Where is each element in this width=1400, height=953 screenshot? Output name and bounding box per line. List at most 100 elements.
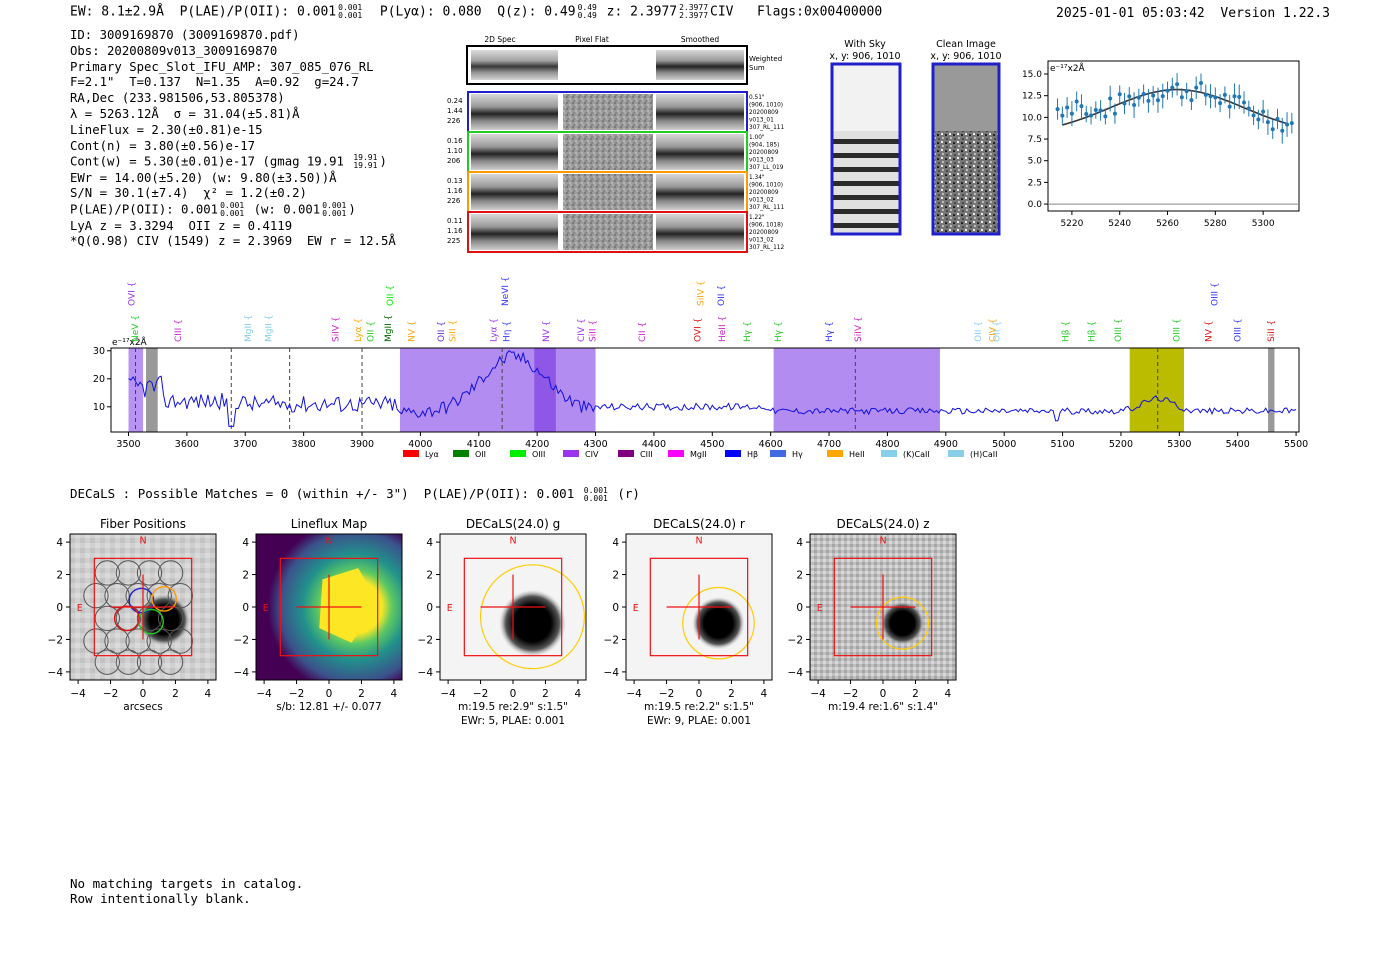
cutout-pixelflat <box>563 174 653 210</box>
cutout-left-label: 0.24 <box>447 97 463 105</box>
zoom-data-point <box>1175 82 1180 87</box>
panel-xtick-label: 0 <box>696 688 703 700</box>
footer-line-2: Row intentionally blank. <box>70 891 251 906</box>
legend-swatch <box>668 450 684 457</box>
fiber-circle <box>125 582 151 609</box>
zoom-data-point <box>1103 114 1108 119</box>
panel-xtick-label: 2 <box>542 688 549 700</box>
cutout-right-label: 307_LL_019 <box>749 165 784 171</box>
spectrum-line-label: Hγ { <box>825 321 835 342</box>
panel-caption: m:19.5 re:2.2" s:1.5" <box>644 701 754 713</box>
spectrum-line-label: OII { <box>386 285 396 306</box>
compass-north: N <box>879 536 886 547</box>
zoom-data-point <box>1112 111 1117 116</box>
zoom-data-point <box>1218 101 1223 106</box>
panel-ytick-label: 2 <box>242 570 249 582</box>
panel-caption-2: EWr: 5, PLAE: 0.001 <box>461 715 565 727</box>
info-contw-text: Cont(w) = 5.30(±0.01)e-17 (gmag 19.91 <box>70 154 344 169</box>
spectrum-xtick-label: 3500 <box>116 439 140 450</box>
legend-swatch <box>725 450 741 457</box>
compass-east: E <box>447 603 453 614</box>
legend-swatch <box>403 450 419 457</box>
info-plae-lo: 0.001 <box>220 209 245 219</box>
cutout-left-label: 1.44 <box>447 107 463 115</box>
header-z-lo: 2.3977 <box>679 11 709 20</box>
spectrum-xtick-label: 5400 <box>1226 439 1250 450</box>
spectrum-line-label: Lyα { <box>354 318 364 342</box>
spectrum-xtick-label: 4500 <box>700 439 724 450</box>
cutout-left-label: 0.11 <box>447 217 463 225</box>
zoom-data-point <box>1098 108 1103 113</box>
info-plae-w-hi: 0.001 <box>322 201 347 211</box>
legend-swatch <box>453 450 469 457</box>
header-datetime-version: 2025-01-01 05:03:42 Version 1.22.3 <box>1056 6 1330 21</box>
panel-title: DECaLS(24.0) z <box>836 517 929 531</box>
spectrum-xtick-label: 4300 <box>583 439 607 450</box>
legend-swatch <box>618 450 634 457</box>
spectrum-line-label: OIII { <box>1210 282 1220 306</box>
panel-ytick-label: 4 <box>242 537 249 549</box>
spectrum-line-label: NV { <box>542 321 552 342</box>
spectrum-line-label: SiII { <box>1267 320 1277 342</box>
legend-label: (H)CaII <box>970 450 997 459</box>
cutout-smoothed <box>656 174 744 210</box>
cutout-2dspec <box>471 174 558 210</box>
spectrum-xtick-label: 5300 <box>1167 439 1191 450</box>
zoom-data-point <box>1122 101 1127 106</box>
legend-label: CIV <box>585 450 599 459</box>
spectrum-line-label: CII { <box>638 322 648 342</box>
imaging-panels: N E 4 2 0 −2 −4 −4 −2 0 2 4 Fiber Positions arcsecs N E… <box>48 517 957 727</box>
fiber-highlight <box>113 605 140 632</box>
header-summary: EW: 8.1±2.9Å P(LAE)/P(OII): 0.001 0.001 0.… <box>70 4 882 20</box>
aperture-ellipse <box>682 586 755 660</box>
zoom-data-point <box>1184 89 1189 94</box>
panel-xtick-label: 0 <box>510 688 517 700</box>
info-sn: S/N = 30.1(±7.4) χ² = 1.2(±0.2) <box>70 186 307 201</box>
panel-xtick-label: 2 <box>172 688 179 700</box>
cutout-left-label: 0.13 <box>447 177 463 185</box>
panel-xtick-label: 4 <box>761 688 768 700</box>
weighted-sum-label: Weighted <box>749 55 782 63</box>
panel-ytick-label: −4 <box>234 667 250 679</box>
spectrum-masked-region <box>1268 348 1275 432</box>
spectrum-line-label: MgII { <box>265 315 275 342</box>
fiber-circle <box>146 628 172 654</box>
zoom-data-point <box>1089 113 1094 118</box>
image-panel-3: N E 4 2 0 −2 −4 −4 −2 0 2 4 DECaLS(24.0) g m:19.5 re:… <box>418 517 587 727</box>
cutout-left-label: 226 <box>447 197 461 205</box>
zoom-data-point <box>1165 88 1170 93</box>
zoom-data-point <box>1160 94 1165 99</box>
panel-xtick-label: −2 <box>103 688 118 700</box>
spectrum-xtick-label: 5200 <box>1109 439 1133 450</box>
cutout-grid: 2D Spec Pixel Flat Smoothed Weighted Sum… <box>447 35 784 253</box>
zoom-xtick-label: 5220 <box>1060 219 1083 229</box>
spectrum-line-label: CIV { <box>988 318 998 342</box>
cutout-row-4: 0.11 1.16 225 1.22" (906, 1018)20200809 v013_… <box>447 211 784 253</box>
cutout-2dspec <box>471 134 558 170</box>
compass-north: N <box>325 536 332 547</box>
fiber-circle <box>146 582 172 609</box>
panel-ytick-label: 4 <box>56 537 63 549</box>
spectrum-line-label: OII { <box>974 321 984 342</box>
spectrum-xtick-label: 4700 <box>817 439 841 450</box>
panel-ytick-label: 2 <box>56 570 63 582</box>
panel-ytick-label: −2 <box>788 634 803 646</box>
info-lya: LyA z = 3.3294 OII z = 0.4119 <box>70 218 293 233</box>
info-lambda: λ = 5263.12Å σ = 31.04(±5.81)Å <box>70 106 300 121</box>
zoom-data-point <box>1232 94 1237 99</box>
legend-label: Lyα <box>425 450 439 459</box>
zoom-ytick-label: 12.5 <box>1022 92 1042 102</box>
fiber-circle <box>157 605 184 632</box>
search-box <box>279 557 379 657</box>
legend-swatch <box>563 450 579 457</box>
detection-info: ID: 3009169870 (3009169870.pdf) Obs: 202… <box>70 28 396 250</box>
panel-title: DECaLS(24.0) r <box>653 517 745 531</box>
spectrum-xtick-label: 5000 <box>992 439 1016 450</box>
header-q-lo: 0.49 <box>577 11 597 20</box>
info-id: ID: 3009169870 (3009169870.pdf) <box>70 28 300 42</box>
panel-ytick-label: 0 <box>796 602 803 614</box>
zoom-data-point <box>1285 122 1290 127</box>
cutout-pixelflat <box>563 214 653 250</box>
spectrum-xtick-label: 4000 <box>408 439 432 450</box>
fiber-circle <box>136 560 163 586</box>
